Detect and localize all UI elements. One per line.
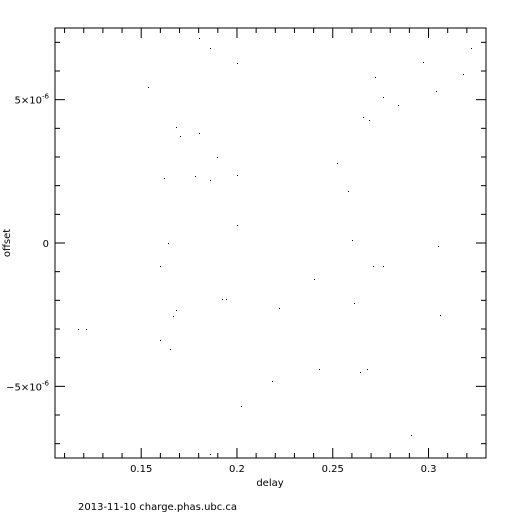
data-point: [78, 329, 79, 330]
data-point: [375, 77, 376, 78]
data-point: [176, 310, 177, 311]
x-tick-label: 0.3: [421, 464, 437, 475]
data-point: [170, 349, 171, 350]
data-point: [173, 316, 174, 317]
data-point: [319, 369, 320, 370]
data-point: [210, 454, 211, 455]
data-point: [373, 266, 374, 267]
y-tick-label: 5×10-6: [15, 93, 50, 107]
data-point: [314, 279, 315, 280]
data-point: [463, 74, 464, 75]
data-point: [337, 163, 338, 164]
data-point: [195, 176, 196, 177]
data-point: [168, 243, 169, 244]
data-point: [160, 266, 161, 267]
data-point: [180, 136, 181, 137]
data-point: [164, 178, 165, 179]
data-point: [279, 308, 280, 309]
axis-ticks: 0.15 0.2 0.25 0.3 5×10-6 0 −5×10-6: [6, 28, 487, 475]
footer-text: 2013-11-10 charge.phas.ubc.ca: [78, 502, 237, 512]
data-point: [272, 381, 273, 382]
data-point: [438, 246, 439, 247]
data-point: [383, 97, 384, 98]
data-point: [411, 435, 412, 436]
data-points: [78, 38, 472, 455]
data-point: [352, 240, 353, 241]
data-point: [226, 299, 227, 300]
y-tick-label: −5×10-6: [6, 379, 49, 393]
data-point: [160, 340, 161, 341]
data-point: [423, 62, 424, 63]
data-point: [363, 117, 364, 118]
y-tick-label: 0: [43, 239, 49, 250]
data-point: [199, 38, 200, 39]
data-point: [471, 48, 472, 49]
data-point: [210, 48, 211, 49]
data-point: [367, 369, 368, 370]
data-point: [237, 63, 238, 64]
data-point: [241, 406, 242, 407]
y-axis-label: offset: [2, 229, 13, 257]
data-point: [354, 303, 355, 304]
data-point: [86, 329, 87, 330]
x-tick-label: 0.15: [130, 464, 152, 475]
data-point: [217, 157, 218, 158]
data-point: [383, 266, 384, 267]
data-point: [348, 191, 349, 192]
data-point: [199, 133, 200, 134]
data-point: [176, 127, 177, 128]
x-tick-label: 0.25: [322, 464, 344, 475]
data-point: [398, 105, 399, 106]
data-point: [436, 91, 437, 92]
data-point: [222, 299, 223, 300]
data-point: [148, 87, 149, 88]
x-tick-label: 0.2: [229, 464, 245, 475]
data-point: [237, 175, 238, 176]
data-point: [369, 120, 370, 121]
plot-frame: [54, 27, 487, 459]
data-point: [440, 315, 441, 316]
x-axis-label: delay: [256, 478, 283, 489]
data-point: [237, 225, 238, 226]
data-point: [210, 180, 211, 181]
data-point: [360, 372, 361, 373]
